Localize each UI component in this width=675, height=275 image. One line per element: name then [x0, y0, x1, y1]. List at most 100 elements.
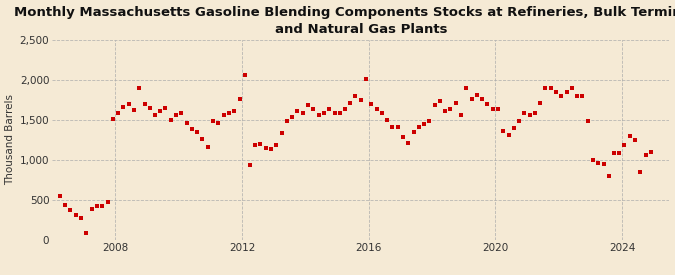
- Point: [519, 110, 530, 115]
- Point: [466, 97, 477, 101]
- Point: [182, 121, 192, 125]
- Point: [545, 86, 556, 90]
- Point: [456, 113, 466, 117]
- Point: [234, 97, 245, 101]
- Point: [482, 101, 493, 106]
- Point: [366, 101, 377, 106]
- Point: [86, 207, 97, 211]
- Title: Monthly Massachusetts Gasoline Blending Components Stocks at Refineries, Bulk Te: Monthly Massachusetts Gasoline Blending …: [14, 6, 675, 35]
- Point: [150, 113, 161, 117]
- Point: [572, 94, 583, 98]
- Point: [609, 150, 620, 155]
- Point: [614, 150, 625, 155]
- Point: [540, 86, 551, 91]
- Point: [171, 113, 182, 117]
- Point: [535, 101, 545, 105]
- Point: [276, 130, 287, 135]
- Point: [381, 118, 392, 122]
- Point: [70, 213, 81, 218]
- Point: [124, 101, 134, 106]
- Point: [81, 231, 92, 235]
- Point: [641, 153, 651, 157]
- Point: [308, 106, 319, 111]
- Point: [218, 113, 229, 117]
- Point: [155, 109, 166, 113]
- Point: [261, 146, 271, 150]
- Point: [587, 158, 598, 162]
- Point: [287, 114, 298, 119]
- Point: [271, 142, 281, 147]
- Point: [413, 125, 424, 129]
- Point: [566, 86, 577, 90]
- Point: [118, 105, 129, 109]
- Point: [160, 106, 171, 110]
- Point: [529, 110, 540, 115]
- Point: [371, 106, 382, 111]
- Point: [508, 126, 519, 130]
- Point: [281, 118, 292, 123]
- Point: [345, 101, 356, 105]
- Point: [556, 94, 566, 98]
- Point: [255, 142, 266, 146]
- Point: [324, 106, 335, 111]
- Point: [435, 98, 446, 103]
- Point: [313, 113, 324, 117]
- Point: [561, 90, 572, 95]
- Point: [504, 133, 514, 137]
- Point: [360, 77, 371, 81]
- Point: [298, 110, 308, 115]
- Point: [630, 138, 641, 142]
- Point: [350, 94, 361, 98]
- Point: [340, 106, 350, 111]
- Point: [624, 134, 635, 138]
- Point: [223, 110, 234, 115]
- Point: [302, 102, 313, 107]
- Point: [55, 194, 65, 198]
- Point: [334, 110, 345, 115]
- Point: [176, 110, 187, 115]
- Point: [418, 122, 429, 126]
- Point: [202, 145, 213, 149]
- Point: [461, 86, 472, 91]
- Point: [477, 97, 487, 101]
- Point: [144, 106, 155, 110]
- Point: [646, 150, 657, 154]
- Point: [445, 106, 456, 111]
- Point: [377, 110, 387, 115]
- Point: [197, 137, 208, 141]
- Point: [472, 93, 483, 97]
- Point: [107, 117, 118, 121]
- Point: [128, 108, 139, 112]
- Point: [229, 109, 240, 113]
- Point: [239, 73, 250, 78]
- Point: [192, 130, 202, 134]
- Point: [583, 118, 593, 123]
- Point: [292, 109, 303, 113]
- Point: [577, 94, 588, 99]
- Point: [76, 216, 86, 221]
- Point: [244, 163, 255, 167]
- Point: [429, 102, 440, 107]
- Point: [387, 125, 398, 129]
- Point: [603, 174, 614, 178]
- Point: [113, 110, 124, 115]
- Point: [403, 141, 414, 145]
- Point: [134, 86, 144, 90]
- Point: [60, 203, 71, 207]
- Point: [92, 204, 103, 208]
- Point: [102, 199, 113, 204]
- Point: [65, 208, 76, 213]
- Point: [493, 106, 504, 111]
- Point: [408, 130, 419, 134]
- Point: [635, 170, 646, 174]
- Point: [450, 101, 461, 105]
- Point: [498, 129, 509, 133]
- Point: [319, 110, 329, 115]
- Point: [551, 90, 562, 95]
- Point: [187, 126, 198, 131]
- Point: [619, 142, 630, 147]
- Point: [598, 162, 609, 166]
- Point: [139, 101, 150, 106]
- Point: [207, 118, 218, 123]
- Point: [213, 121, 223, 125]
